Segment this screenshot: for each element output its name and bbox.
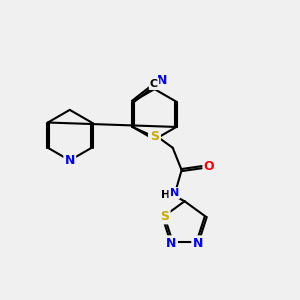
Text: N: N — [157, 74, 167, 87]
Text: S: S — [160, 210, 169, 223]
Text: N: N — [193, 237, 203, 250]
Text: O: O — [204, 160, 214, 173]
Text: H: H — [160, 190, 170, 200]
Text: N: N — [169, 188, 179, 198]
Text: N: N — [149, 133, 160, 146]
Text: C: C — [150, 79, 158, 89]
Text: N: N — [64, 154, 75, 167]
Text: S: S — [150, 130, 159, 143]
Text: N: N — [166, 237, 177, 250]
